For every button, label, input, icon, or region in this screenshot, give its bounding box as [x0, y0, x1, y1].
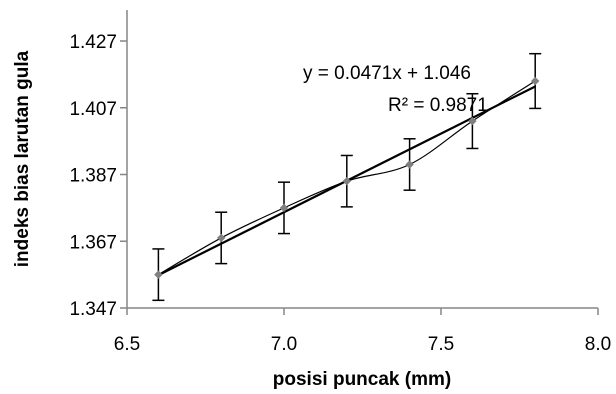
y-tick-label: 1.407 [69, 99, 117, 120]
x-ticks: 6.5 7.0 7.5 8.0 [114, 308, 611, 355]
y-tick-label: 1.427 [69, 32, 117, 53]
data-point [405, 160, 414, 169]
axes [126, 10, 598, 309]
x-tick-label: 7.0 [271, 334, 297, 355]
data-points [154, 76, 540, 279]
x-tick-label: 8.0 [585, 334, 611, 355]
data-point [342, 176, 352, 186]
x-axis-title: posisi puncak (mm) [273, 369, 451, 390]
data-point [468, 116, 477, 126]
r-squared-label: R² = 0.9871 [388, 95, 488, 116]
y-tick-label: 1.387 [69, 166, 117, 187]
data-point [530, 76, 540, 86]
trendline-equation: y = 0.0471x + 1.046 [303, 63, 471, 84]
x-tick-label: 7.5 [428, 334, 454, 355]
data-point [216, 233, 226, 243]
data-point [279, 203, 289, 213]
y-ticks: 1.347 1.367 1.387 1.407 1.427 [69, 32, 127, 320]
x-tick-label: 6.5 [114, 334, 140, 355]
data-point [154, 270, 163, 279]
y-axis-title: indeks bias larutan gula [12, 50, 33, 267]
y-tick-label: 1.367 [69, 232, 117, 253]
y-tick-label: 1.347 [69, 299, 117, 320]
